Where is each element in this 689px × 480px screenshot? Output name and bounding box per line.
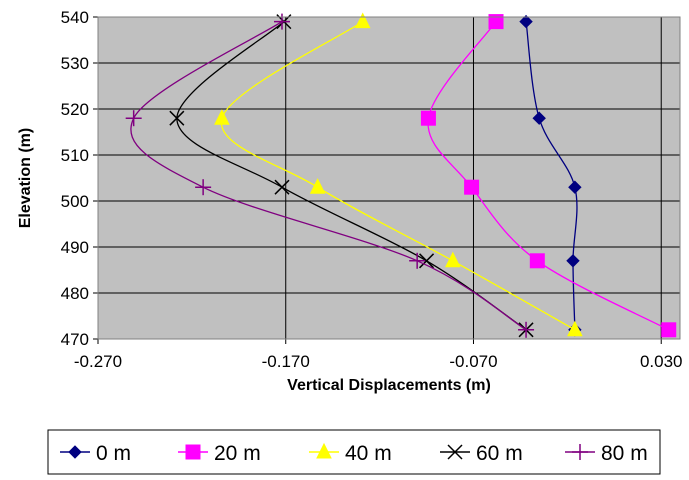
x-tick-label: -0.270 <box>74 352 122 371</box>
y-tick-label: 510 <box>61 146 89 165</box>
data-point-20m <box>488 14 504 30</box>
data-point-20m <box>661 322 677 338</box>
y-tick-labels: 470 480 490 500 510 520 530 540 <box>61 8 89 349</box>
legend-marker <box>572 444 588 460</box>
data-point-20m <box>420 110 436 126</box>
legend-label: 60 m <box>476 442 523 465</box>
legend-label: 0 m <box>96 442 131 465</box>
legend-item: 0 m <box>60 442 131 465</box>
x-tick-label: -0.170 <box>262 352 310 371</box>
data-point-0m <box>519 14 533 29</box>
legend-marker <box>316 442 332 459</box>
x-tick-label: -0.070 <box>449 352 497 371</box>
x-axis-title: Vertical Displacements (m) <box>287 377 491 394</box>
data-point-40m <box>354 12 371 29</box>
data-point-60m <box>274 179 290 195</box>
data-point-60m <box>419 253 435 269</box>
legend-label: 40 m <box>345 442 392 465</box>
data-point-20m <box>464 179 480 195</box>
data-point-80m <box>409 252 426 269</box>
data-point-40m <box>309 178 326 194</box>
y-tick-label: 490 <box>61 238 89 257</box>
x-tick-label: 0.030 <box>640 352 683 371</box>
legend: 0 m 20 m 40 m 60 m 80 m <box>60 442 648 465</box>
data-point-0m <box>568 180 582 194</box>
data-point-40m <box>214 109 230 125</box>
plot-border <box>97 16 681 340</box>
y-tick-label: 470 <box>61 330 89 349</box>
series-layer <box>125 12 677 338</box>
data-point-0m <box>532 111 546 125</box>
data-point-0m <box>566 254 580 268</box>
data-point-40m <box>445 251 461 268</box>
legend-marker <box>447 444 463 460</box>
data-point-40m <box>567 320 583 337</box>
y-tick-label: 500 <box>61 192 89 211</box>
y-tick-label: 480 <box>61 284 89 303</box>
x-tick-labels: -0.270 -0.170 -0.070 0.030 <box>74 352 683 371</box>
legend-item: 60 m <box>440 442 523 465</box>
data-point-80m <box>125 110 142 127</box>
y-tick-label: 520 <box>61 100 89 119</box>
legend-label: 80 m <box>601 442 648 465</box>
data-point-60m <box>169 110 185 126</box>
data-point-80m <box>273 13 290 30</box>
y-tick-label: 540 <box>61 8 89 27</box>
data-point-20m <box>529 253 545 269</box>
legend-label: 20 m <box>214 442 261 465</box>
y-tick-label: 530 <box>61 54 89 73</box>
data-point-80m <box>195 179 212 196</box>
legend-item: 80 m <box>565 442 648 465</box>
legend-marker <box>185 444 201 460</box>
legend-marker <box>68 445 82 459</box>
data-point-80m <box>518 321 535 338</box>
legend-item: 20 m <box>178 442 261 465</box>
y-axis-title: Elevation (m) <box>17 128 34 228</box>
legend-box <box>47 429 661 475</box>
legend-item: 40 m <box>309 442 392 465</box>
